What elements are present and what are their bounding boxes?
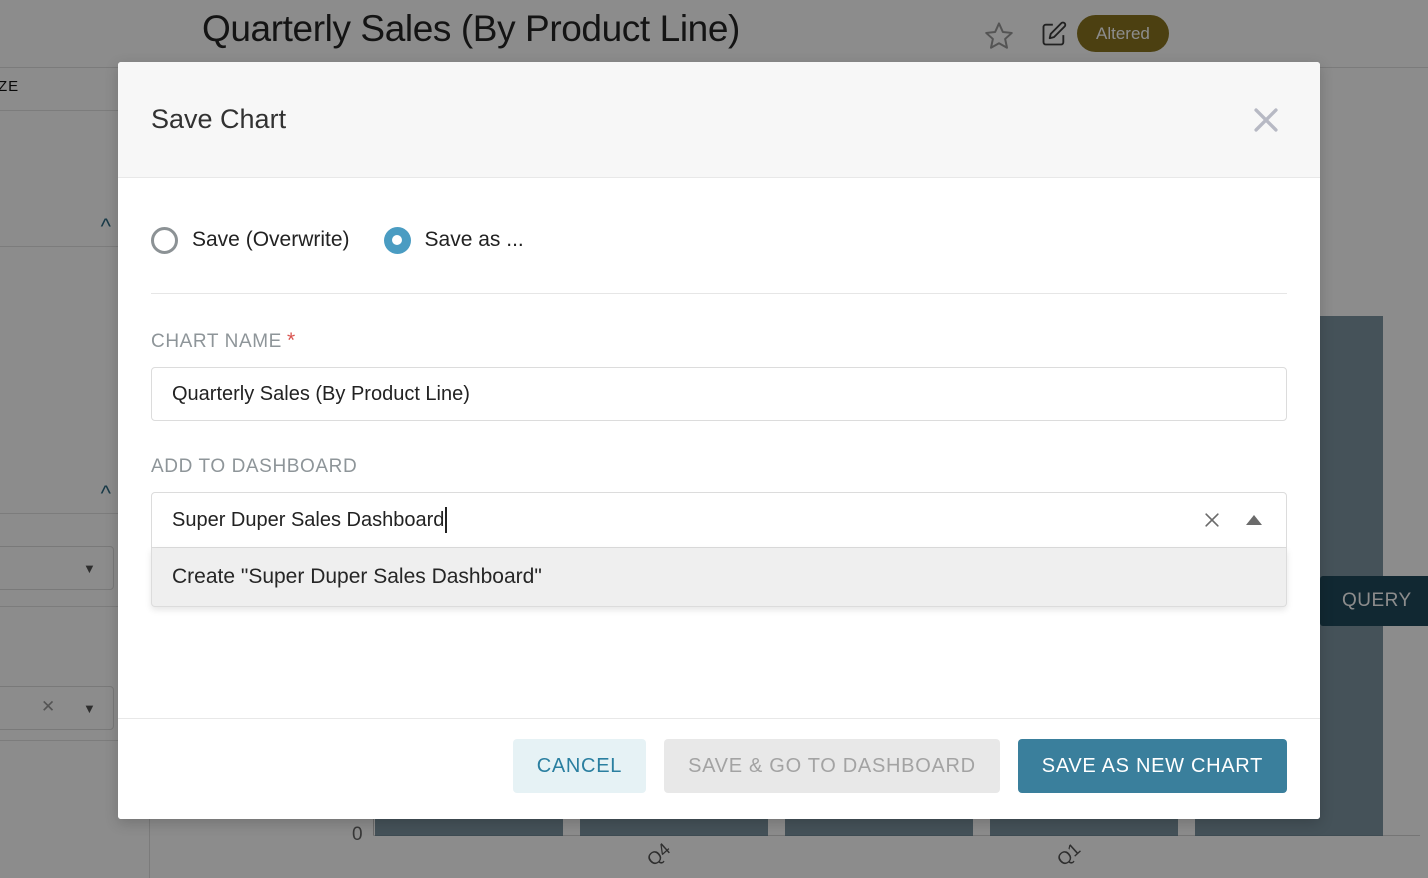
run-query-button[interactable]: QUERY bbox=[1320, 576, 1428, 626]
modal-header: Save Chart bbox=[118, 62, 1320, 178]
explore-header bbox=[0, 0, 1428, 68]
panel-divider bbox=[0, 513, 150, 514]
chevron-up-icon[interactable]: ^ bbox=[100, 481, 111, 506]
page-title: Quarterly Sales (By Product Line) bbox=[202, 8, 740, 49]
panel-divider bbox=[0, 110, 150, 111]
dashboard-dropdown-menu: Create "Super Duper Sales Dashboard" bbox=[151, 548, 1287, 607]
radio-label: Save (Overwrite) bbox=[192, 228, 350, 251]
panel-select-control[interactable]: ✕ ▼ bbox=[0, 686, 114, 730]
panel-section-label: ZE bbox=[0, 78, 20, 95]
chart-name-input[interactable] bbox=[151, 367, 1287, 421]
modal-footer: CANCEL SAVE & GO TO DASHBOARD SAVE AS NE… bbox=[118, 718, 1320, 819]
edit-pencil-icon[interactable] bbox=[1040, 20, 1068, 53]
radio-option-save-overwrite[interactable]: Save (Overwrite) bbox=[151, 226, 350, 254]
save-as-new-chart-button[interactable]: SAVE AS NEW CHART bbox=[1017, 739, 1287, 793]
caret-up-icon[interactable] bbox=[1242, 508, 1266, 532]
caret-down-icon[interactable]: ▼ bbox=[83, 701, 96, 716]
radio-checked-icon[interactable] bbox=[383, 226, 411, 254]
panel-divider bbox=[0, 606, 150, 607]
dashboard-select-text: Super Duper Sales Dashboard bbox=[172, 508, 445, 531]
chart-name-label-text: CHART NAME bbox=[151, 331, 282, 352]
chevron-up-icon[interactable]: ^ bbox=[100, 214, 111, 239]
modal-body: Save (Overwrite) Save as ... CHART NAME *… bbox=[118, 178, 1320, 718]
save-mode-radio-group: Save (Overwrite) Save as ... bbox=[151, 224, 1287, 256]
status-badge: Altered bbox=[1077, 15, 1169, 52]
clear-x-icon[interactable] bbox=[1198, 506, 1226, 534]
add-to-dashboard-label: ADD TO DASHBOARD bbox=[151, 456, 358, 477]
close-icon[interactable] bbox=[1246, 100, 1286, 140]
caret-down-icon[interactable]: ▼ bbox=[83, 561, 96, 576]
text-cursor bbox=[445, 507, 448, 533]
clear-x-icon[interactable]: ✕ bbox=[41, 697, 56, 716]
radio-label: Save as ... bbox=[424, 228, 524, 251]
modal-title: Save Chart bbox=[151, 104, 287, 134]
panel-divider bbox=[0, 740, 150, 741]
dashboard-select-value[interactable]: Super Duper Sales Dashboard bbox=[172, 507, 1198, 533]
panel-select-control[interactable]: ▼ bbox=[0, 546, 114, 590]
dashboard-select-box[interactable]: Super Duper Sales Dashboard bbox=[151, 492, 1287, 548]
dashboard-combobox: Super Duper Sales Dashboard Create "Supe… bbox=[151, 492, 1287, 607]
radio-option-save-as[interactable]: Save as ... bbox=[383, 226, 524, 254]
y-axis-tick-label: 0 bbox=[352, 824, 363, 845]
dropdown-option-create[interactable]: Create "Super Duper Sales Dashboard" bbox=[172, 565, 542, 588]
radio-unchecked-icon[interactable] bbox=[151, 226, 178, 254]
panel-divider bbox=[0, 246, 150, 247]
star-icon[interactable] bbox=[983, 20, 1015, 57]
save-and-go-to-dashboard-button[interactable]: SAVE & GO TO DASHBOARD bbox=[664, 739, 1000, 793]
cancel-button[interactable]: CANCEL bbox=[512, 739, 647, 793]
divider bbox=[151, 293, 1287, 294]
required-asterisk: * bbox=[286, 329, 296, 352]
save-chart-modal: Save Chart Save (Overwrite) Save as ... … bbox=[118, 62, 1320, 819]
chart-name-label: CHART NAME * bbox=[151, 329, 1287, 353]
